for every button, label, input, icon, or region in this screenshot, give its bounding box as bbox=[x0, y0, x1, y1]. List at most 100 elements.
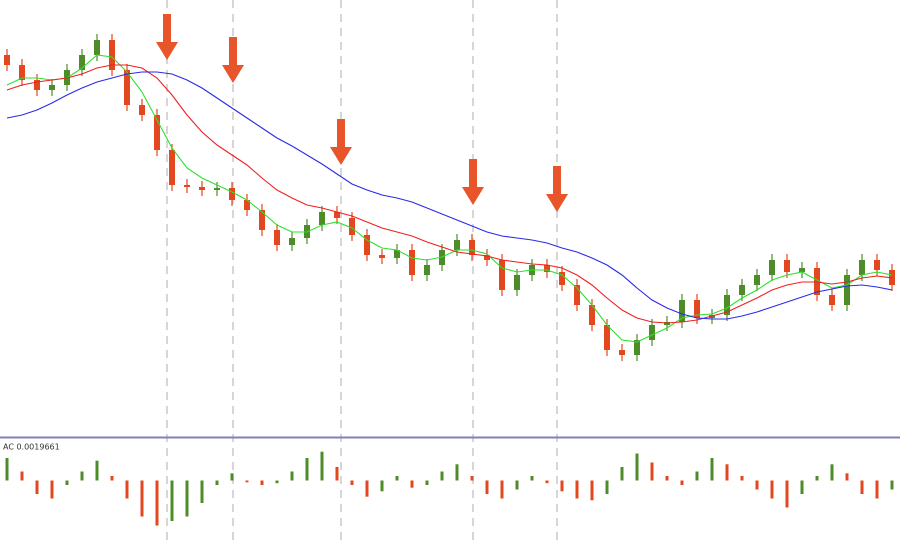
indicator-bar bbox=[785, 480, 789, 508]
guides bbox=[166, 0, 558, 540]
indicator-bar bbox=[830, 464, 834, 481]
candle-body bbox=[349, 218, 355, 235]
candle-body bbox=[289, 238, 295, 245]
arrow bbox=[156, 14, 178, 60]
indicator-bar bbox=[635, 453, 639, 481]
candle-body bbox=[829, 295, 835, 305]
candle-body bbox=[589, 305, 595, 325]
candle-body bbox=[799, 268, 805, 272]
indicator-bar bbox=[680, 480, 684, 485]
indicator-bar bbox=[50, 480, 54, 499]
candle-body bbox=[319, 212, 325, 225]
indicator-bar bbox=[155, 480, 159, 526]
indicator-bar bbox=[695, 471, 699, 481]
candle-body bbox=[469, 240, 475, 255]
indicator-bar bbox=[590, 480, 594, 501]
candle-body bbox=[679, 300, 685, 322]
candle-body bbox=[874, 260, 880, 270]
candle-body bbox=[244, 200, 250, 210]
candle-body bbox=[19, 65, 25, 80]
indicator-bar bbox=[755, 480, 759, 490]
moving-average bbox=[6, 64, 893, 324]
indicator-bar bbox=[710, 458, 714, 481]
indicator-bar bbox=[260, 480, 264, 485]
candle-body bbox=[844, 275, 850, 305]
candle-body bbox=[334, 212, 340, 218]
candle-body bbox=[94, 40, 100, 55]
indicator-bar bbox=[500, 480, 504, 499]
candle-body bbox=[484, 255, 490, 260]
indicator-bar bbox=[665, 476, 669, 481]
indicator-bar bbox=[410, 480, 414, 488]
candle-body bbox=[424, 265, 430, 275]
indicator-bar bbox=[800, 480, 804, 494]
indicator-bar bbox=[140, 480, 144, 517]
marks bbox=[4, 34, 895, 526]
indicator-bar bbox=[80, 471, 84, 481]
candle-body bbox=[199, 187, 205, 190]
arrow bbox=[330, 119, 352, 165]
indicator-bar bbox=[875, 480, 879, 499]
indicator-bar bbox=[530, 476, 534, 481]
candle-body bbox=[154, 115, 160, 150]
indicator-bar bbox=[770, 480, 774, 499]
candle-body bbox=[454, 240, 460, 250]
indicator-bar bbox=[335, 467, 339, 481]
candle-body bbox=[364, 235, 370, 255]
indicator-bar bbox=[125, 480, 129, 499]
candle-body bbox=[184, 185, 190, 187]
candle-body bbox=[724, 295, 730, 315]
candle-body bbox=[214, 188, 220, 190]
candle-body bbox=[79, 55, 85, 70]
indicator-bar bbox=[515, 480, 519, 490]
moving-average bbox=[6, 54, 893, 343]
candle-body bbox=[859, 260, 865, 275]
indicator-bar bbox=[605, 480, 609, 494]
indicator-bar bbox=[575, 480, 579, 499]
indicator-bar bbox=[290, 471, 294, 481]
arrow bbox=[462, 159, 484, 205]
indicator-bar bbox=[425, 480, 429, 485]
candle-body bbox=[499, 260, 505, 290]
candle-body bbox=[124, 70, 130, 105]
candle-body bbox=[169, 150, 175, 185]
indicator-bar bbox=[620, 467, 624, 481]
candle-body bbox=[139, 105, 145, 115]
arrow bbox=[546, 166, 568, 212]
candle-body bbox=[559, 272, 565, 285]
indicator-bar bbox=[275, 480, 279, 484]
indicator-bar bbox=[5, 458, 9, 481]
candle-body bbox=[34, 80, 40, 90]
indicator-bar bbox=[20, 471, 24, 481]
candle-body bbox=[514, 275, 520, 290]
candle-body bbox=[634, 340, 640, 355]
indicator-bar bbox=[185, 480, 189, 517]
indicator-bar bbox=[845, 473, 849, 481]
candle-body bbox=[604, 325, 610, 350]
candle-body bbox=[754, 275, 760, 285]
candle-body bbox=[544, 265, 550, 272]
candle-body bbox=[259, 210, 265, 230]
indicator-bar bbox=[230, 473, 234, 481]
candle-body bbox=[4, 55, 10, 65]
indicator-bar bbox=[470, 476, 474, 481]
indicator-bar bbox=[740, 476, 744, 481]
indicator-bar bbox=[95, 460, 99, 481]
indicator-bar bbox=[650, 462, 654, 481]
arrows bbox=[156, 14, 568, 212]
candle-body bbox=[379, 255, 385, 258]
indicator-bar bbox=[890, 480, 894, 490]
indicator-bar bbox=[860, 480, 864, 494]
candle-body bbox=[784, 260, 790, 272]
candle-body bbox=[574, 285, 580, 305]
indicator-bar bbox=[815, 476, 819, 481]
candle-body bbox=[274, 230, 280, 245]
indicator-bar bbox=[395, 476, 399, 481]
candle-body bbox=[739, 285, 745, 295]
candle-body bbox=[619, 350, 625, 355]
candle-body bbox=[769, 260, 775, 275]
indicator-bar bbox=[455, 464, 459, 481]
candle-body bbox=[229, 188, 235, 200]
indicator-bar bbox=[380, 480, 384, 492]
indicator-bar bbox=[200, 480, 204, 503]
